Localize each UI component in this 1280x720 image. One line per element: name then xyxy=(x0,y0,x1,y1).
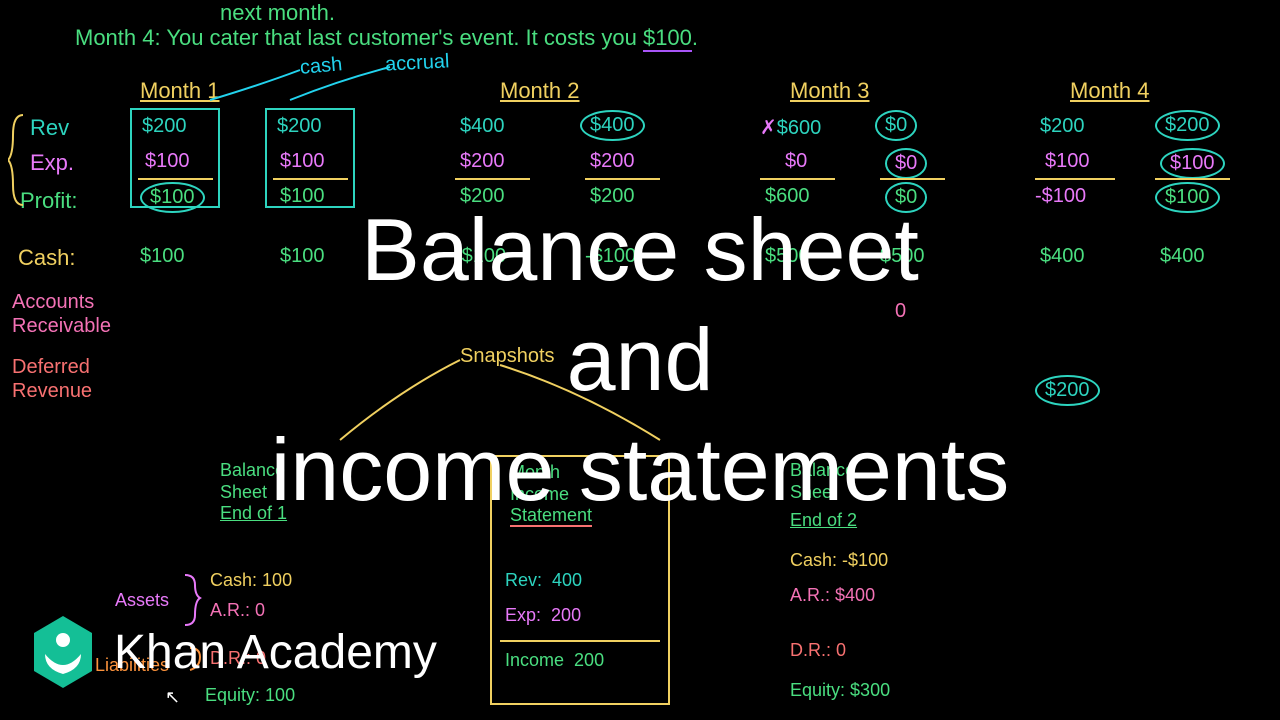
m2-exp2: $200 xyxy=(590,150,635,173)
m4-exp1: $100 xyxy=(1045,150,1090,173)
m2-exp1: $200 xyxy=(460,150,505,173)
khan-brand-text: Khan Academy xyxy=(114,625,437,680)
m2-rule2 xyxy=(585,178,660,180)
arrow-svg xyxy=(180,55,480,115)
m3-exp2: $0 xyxy=(885,148,927,179)
income-rule xyxy=(500,640,660,642)
bs2-equity: Equity: $300 xyxy=(790,680,890,701)
m4-rule2 xyxy=(1155,178,1230,180)
m3-rev1: ✗$600 xyxy=(760,115,821,140)
month2-header: Month 2 xyxy=(500,78,580,104)
m3-rule2 xyxy=(880,178,945,180)
m4-rev2: $200 xyxy=(1155,110,1220,141)
income-inc: Income 200 xyxy=(505,650,604,671)
label-rev: Rev xyxy=(30,115,69,141)
bs2-dr: D.R.: 0 xyxy=(790,640,846,661)
income-exp: Exp: 200 xyxy=(505,605,581,626)
m2-rev1: $400 xyxy=(460,115,505,138)
m1-acc-exp: $100 xyxy=(280,150,325,173)
label-exp: Exp. xyxy=(30,150,74,176)
video-title-overlay: Balance sheet and income statements xyxy=(0,195,1280,525)
month4-header: Month 4 xyxy=(1070,78,1150,104)
m3-rev2: $0 xyxy=(875,110,917,141)
m2-rev2: $400 xyxy=(580,110,645,141)
m3-exp1: $0 xyxy=(785,150,807,173)
m4-rev1: $200 xyxy=(1040,115,1085,138)
khan-academy-logo: Khan Academy xyxy=(30,614,437,690)
m1-cash-rev: $200 xyxy=(142,115,187,138)
header-month4: Month 4: You cater that last customer's … xyxy=(75,25,698,51)
bs2-cash: Cash: -$100 xyxy=(790,550,888,571)
income-rev: Rev: 400 xyxy=(505,570,582,591)
bs1-cash: Cash: 100 xyxy=(210,570,292,591)
m1-cash-exp: $100 xyxy=(145,150,190,173)
mouse-cursor-icon: ↖ xyxy=(165,687,180,708)
m1-rule1 xyxy=(138,178,213,180)
m4-rule1 xyxy=(1035,178,1115,180)
m2-rule1 xyxy=(455,178,530,180)
header-partial: next month. xyxy=(220,0,335,26)
m1-acc-rev: $200 xyxy=(277,115,322,138)
m4-exp2: $100 xyxy=(1160,148,1225,179)
assets-label: Assets xyxy=(115,590,169,611)
bs2-ar: A.R.: $400 xyxy=(790,585,875,606)
khan-hexagon-icon xyxy=(30,614,96,690)
month3-header: Month 3 xyxy=(790,78,870,104)
m3-rule1 xyxy=(760,178,835,180)
m1-rule2 xyxy=(273,178,348,180)
